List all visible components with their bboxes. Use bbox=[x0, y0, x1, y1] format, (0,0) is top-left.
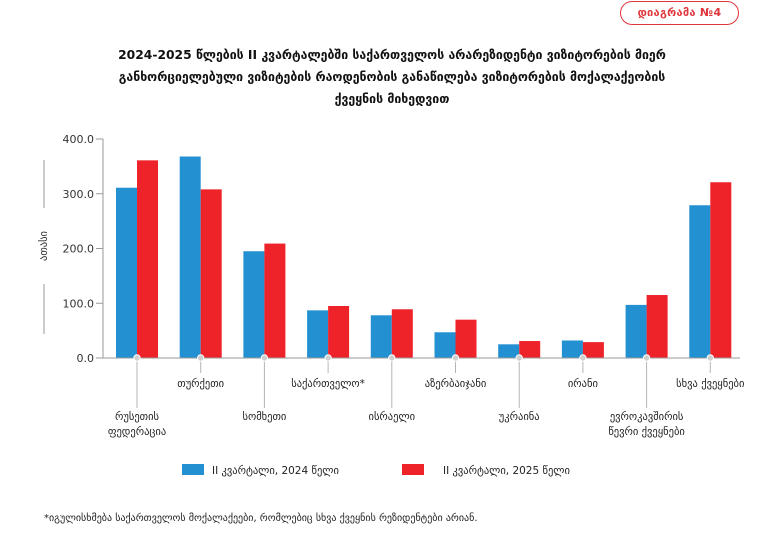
bar-2025-5 bbox=[455, 319, 477, 358]
bar-2024-2 bbox=[243, 251, 265, 358]
y-axis-label: ათასი bbox=[38, 231, 50, 261]
category-dot bbox=[515, 354, 523, 362]
category-dot bbox=[579, 354, 587, 362]
x-tick-label: აზერბაიჯანი bbox=[425, 378, 487, 390]
category-dot bbox=[197, 354, 205, 362]
bar-2025-4 bbox=[391, 309, 413, 358]
x-tick-label: სომხეთი bbox=[242, 411, 286, 423]
bar-2025-9 bbox=[710, 182, 732, 358]
chart-title-line-3: ქვეყნის მიხედვით bbox=[334, 92, 450, 106]
x-tick-label: ევროკავშირის bbox=[610, 411, 684, 423]
x-tick-label: უკრაინა bbox=[499, 411, 540, 423]
bar-2025-0 bbox=[137, 160, 158, 358]
bar-2024-5 bbox=[434, 332, 456, 358]
y-tick-label: 0.0 bbox=[77, 352, 95, 365]
legend-swatch-2024 bbox=[182, 464, 204, 475]
x-tick-label: საქართველო* bbox=[291, 378, 365, 390]
category-dot bbox=[642, 354, 651, 362]
x-tick-label: ისრაელი bbox=[369, 411, 416, 423]
y-tick-label: 100.0 bbox=[63, 297, 95, 310]
x-tick-label: წევრი ქვეყნები bbox=[608, 426, 685, 438]
x-tick-label: სხვა ქვეყნები bbox=[676, 378, 744, 390]
category-dot bbox=[324, 354, 332, 362]
bar-2024-9 bbox=[689, 205, 711, 358]
bar-2024-7 bbox=[561, 340, 583, 358]
bar-2025-2 bbox=[264, 243, 286, 358]
x-tick-label: ირანი bbox=[568, 378, 598, 390]
bar-2024-0 bbox=[116, 187, 137, 358]
bar-2024-6 bbox=[498, 344, 520, 358]
x-tick-label: თურქეთი bbox=[177, 378, 224, 390]
bar-2025-1 bbox=[200, 189, 222, 358]
bar-2025-8 bbox=[646, 295, 668, 358]
y-tick-label: 300.0 bbox=[63, 188, 95, 201]
legend-label-2024: II კვარტალი, 2024 წელი bbox=[212, 465, 339, 477]
chart-title-line-1: 2024-2025 წლების II კვარტალებში საქართვე… bbox=[118, 48, 666, 62]
category-dot bbox=[451, 354, 460, 362]
legend-swatch-2025 bbox=[402, 464, 424, 475]
bar-2024-8 bbox=[625, 304, 647, 358]
y-tick-label: 400.0 bbox=[63, 133, 95, 146]
bar-2024-3 bbox=[307, 310, 329, 358]
category-dot bbox=[133, 354, 141, 362]
bar-2025-6 bbox=[519, 341, 541, 358]
y-tick-label: 200.0 bbox=[63, 243, 95, 256]
x-tick-label: რუსეთის bbox=[115, 411, 159, 423]
category-dot bbox=[706, 354, 714, 362]
bar-2025-7 bbox=[582, 342, 604, 358]
bar-2024-4 bbox=[370, 315, 392, 358]
diagram-number-badge: დიაგრამა №4 bbox=[620, 1, 739, 25]
legend-label-2025: II კვარტალი, 2025 წელი bbox=[443, 465, 570, 477]
chart-title-line-2: განხორციელებული ვიზიტების რაოდენობის გან… bbox=[118, 70, 666, 84]
bar-2025-3 bbox=[328, 305, 350, 358]
chart-title: 2024-2025 წლების II კვარტალებში საქართვე… bbox=[20, 44, 764, 110]
footnote: *იგულისხმება საქართველოს მოქალაქეები, რო… bbox=[44, 513, 478, 524]
x-tick-label: ფედერაცია bbox=[108, 426, 166, 438]
bar-2024-1 bbox=[179, 156, 201, 358]
category-dot bbox=[260, 354, 269, 362]
category-dot bbox=[388, 354, 396, 362]
